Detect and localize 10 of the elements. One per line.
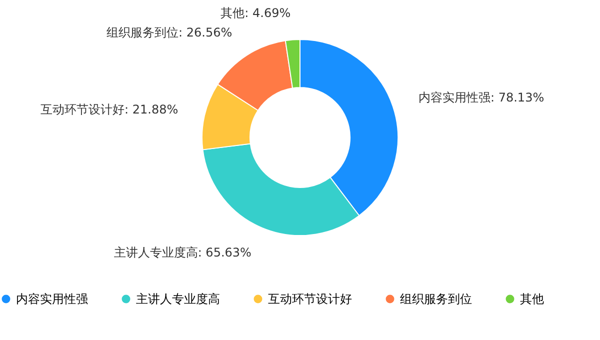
data-label: 内容实用性强: 78.13%	[418, 90, 544, 105]
legend-label: 内容实用性强	[16, 292, 88, 306]
data-label: 互动环节设计好: 21.88%	[40, 102, 178, 117]
data-label: 主讲人专业度高: 65.63%	[114, 246, 252, 260]
data-label: 其他: 4.69%	[220, 6, 291, 20]
legend-label: 其他	[520, 292, 544, 306]
data-label: 组织服务到位: 26.56%	[106, 25, 232, 40]
legend-label: 主讲人专业度高	[136, 292, 220, 306]
legend-label: 互动环节设计好	[268, 292, 352, 306]
legend-label: 组织服务到位	[400, 292, 472, 306]
